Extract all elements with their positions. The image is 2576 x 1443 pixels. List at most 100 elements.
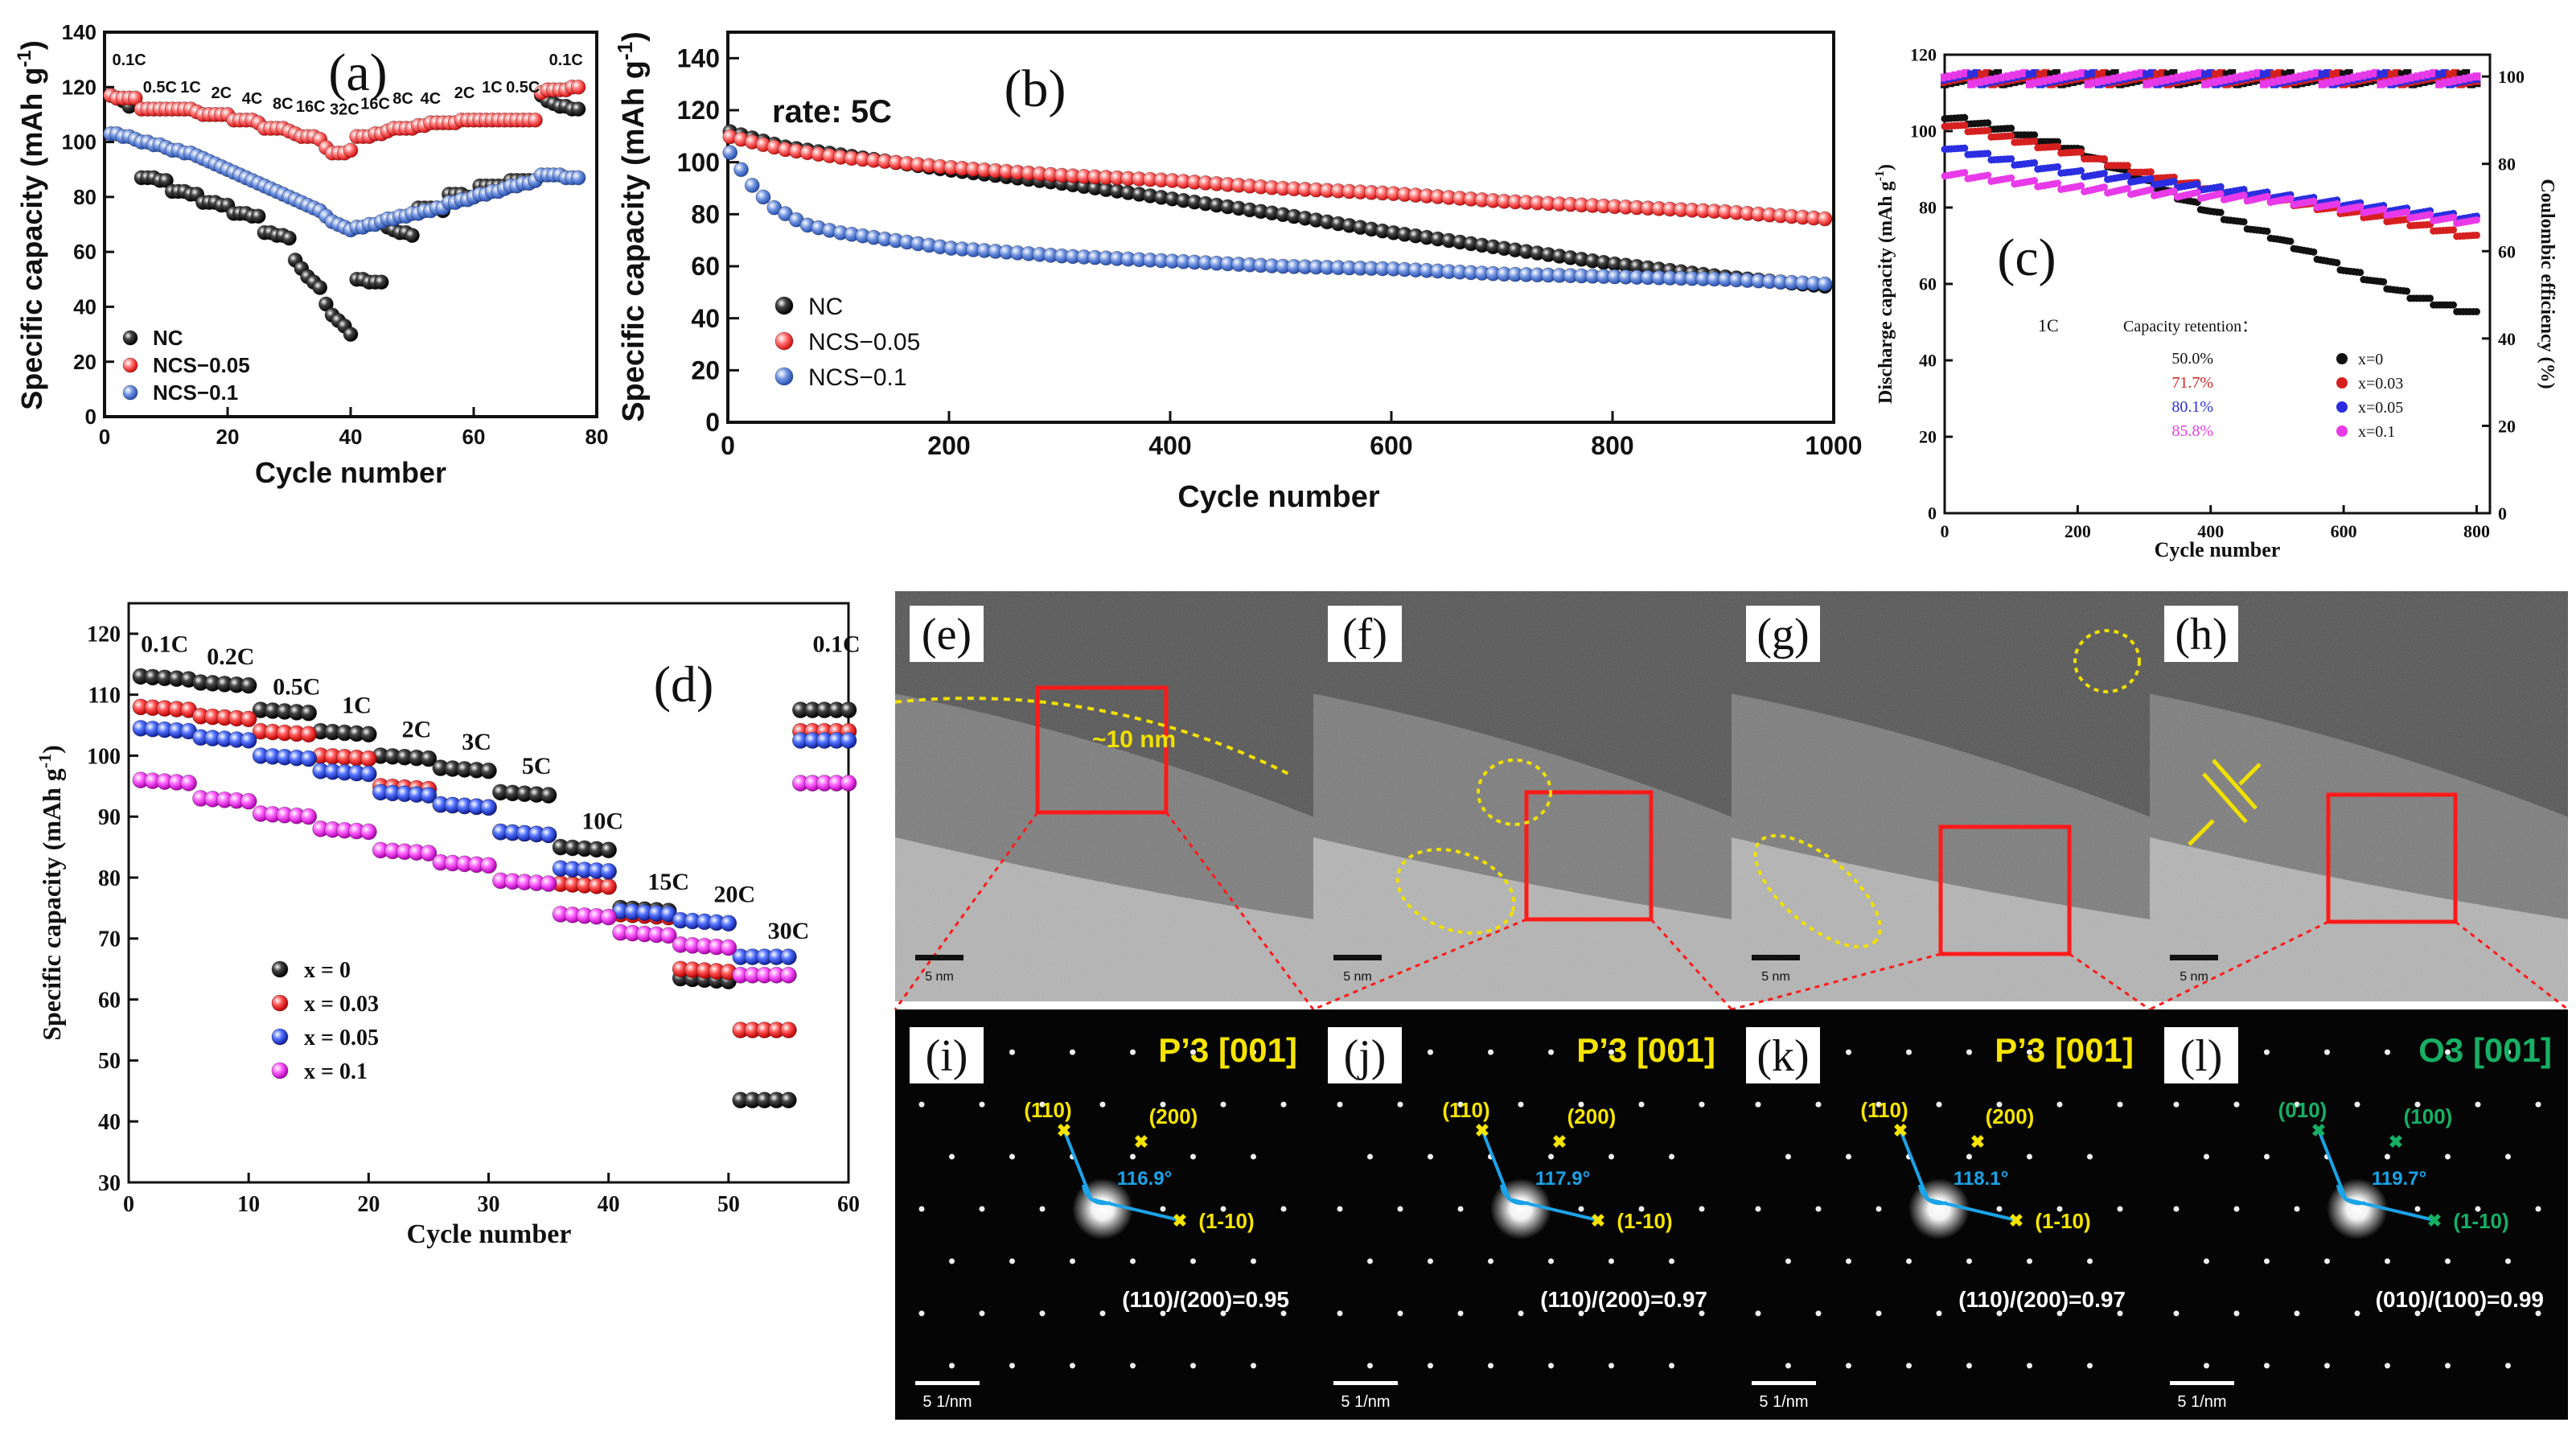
saed-spot <box>1130 1363 1136 1369</box>
panel-c-efficiency-point <box>1978 70 1986 79</box>
saed-spot <box>949 1258 955 1264</box>
tem-label-box <box>910 606 984 662</box>
y-tick-label: 80 <box>98 866 121 891</box>
panel-c-efficiency-point <box>2435 70 2444 79</box>
panel-c-efficiency-point <box>2360 71 2369 80</box>
x-tick-label: 10 <box>237 1192 260 1217</box>
panel-c-efficiency-point <box>2414 72 2422 81</box>
panel-c-point <box>1961 121 1969 130</box>
saed-spot <box>1160 1310 1166 1317</box>
panel-d-point <box>240 792 257 810</box>
panel-c-point <box>2472 216 2480 224</box>
saed-spot <box>2173 1101 2180 1108</box>
panel-b-point <box>733 162 749 178</box>
saed-spot <box>1039 1101 1046 1108</box>
panel-d-legend-marker <box>271 1028 289 1046</box>
panel-a-legend-marker <box>122 384 138 401</box>
panel-d-legend-marker <box>271 1062 289 1079</box>
panel-c-point <box>2356 269 2364 277</box>
tem-scale-bar <box>1752 955 1800 960</box>
saed-spot <box>2505 1363 2511 1369</box>
panel-c-efficiency-point <box>2169 69 2178 78</box>
x-tick-label: 20 <box>357 1192 380 1217</box>
saed-spot <box>1876 1310 1882 1317</box>
panel-c-efficiency-point <box>2153 70 2162 79</box>
panel-c-legend-marker <box>2336 353 2348 364</box>
saed-spot <box>1966 1258 1972 1264</box>
saed-spot <box>1846 1363 1851 1369</box>
panel-d-point <box>300 704 318 722</box>
saed-panel-label: (k) <box>1756 1031 1809 1081</box>
panel-c-retention-list: 50.0% 71.7% 80.1% 85.8% <box>2171 350 2213 440</box>
saed-spot <box>1906 1258 1912 1264</box>
saed-spot <box>1457 1310 1464 1317</box>
panel-c-efficiency-point <box>2121 72 2130 81</box>
panel-c-efficiency-point <box>2462 69 2471 78</box>
saed-spot <box>1669 1363 1674 1369</box>
panel-c-point <box>2170 187 2178 195</box>
panel-c-efficiency-point <box>2169 74 2178 83</box>
saed-spot <box>2087 1153 2093 1160</box>
saed-panel-j: (j) P’3 [001]✖✖✖(110) (200)(1-10)117.9°(11… <box>1313 1009 1732 1420</box>
panel-c-point <box>2333 199 2341 208</box>
saed-spot <box>1755 1310 1761 1317</box>
panel-b-legend-marker <box>774 367 794 386</box>
saed-spot <box>2385 1363 2390 1369</box>
saed-angle-label: 119.7° <box>2372 1168 2426 1190</box>
saed-spot <box>1337 1310 1343 1317</box>
panel-c-efficiency-point <box>2382 79 2391 88</box>
panel-c-point <box>2217 183 2225 191</box>
saed-ratio-label: (010)/(100)=0.99 <box>2376 1287 2544 1312</box>
saed-spot <box>1608 1363 1614 1369</box>
saed-spot <box>2056 1206 2063 1212</box>
saed-spot-label: (010) <box>2278 1098 2327 1122</box>
saed-spot <box>1638 1310 1645 1317</box>
panel-c-point <box>2147 186 2155 194</box>
panel-c-efficiency-point <box>2238 72 2247 81</box>
saed-spot <box>1936 1101 1942 1108</box>
x-tick-label: 800 <box>1591 431 1633 460</box>
tem-label-box <box>1328 606 1402 662</box>
x-tick-label: 600 <box>2331 521 2357 541</box>
panel-c-efficiency-point <box>2244 71 2253 80</box>
x-tick-label: 0 <box>99 425 110 449</box>
saed-spot <box>2204 1153 2209 1160</box>
tem-selection-box <box>2326 792 2458 924</box>
saed-spot-label: (110) <box>1860 1098 1908 1122</box>
saed-indexed-spot: ✖ <box>1970 1132 1985 1152</box>
panel-c-efficiency-point <box>1972 79 1981 88</box>
y-tick-label: 120 <box>62 75 97 99</box>
x-tick-label: 400 <box>2197 521 2224 541</box>
saed-spot <box>1220 1206 1226 1212</box>
panel-c-efficiency-point <box>1978 77 1986 86</box>
saed-spot <box>1160 1101 1166 1108</box>
tem-panel-label: (g) <box>1756 610 1809 660</box>
tem-scale-bar <box>2170 955 2218 960</box>
panel-c-efficiency-point <box>2334 69 2343 78</box>
saed-spot <box>2027 1049 2032 1055</box>
saed-spot <box>2535 1101 2541 1108</box>
panel-c-point <box>2240 185 2248 193</box>
panel-c-point <box>2054 162 2062 171</box>
saed-scale-label: 5 1/nm <box>1759 1393 1808 1411</box>
saed-spot <box>1755 1206 1761 1212</box>
panel-c-efficiency-point <box>2467 73 2475 82</box>
panel-d-point <box>480 799 497 816</box>
y2-tick-label: 40 <box>2498 329 2516 349</box>
saed-panel-k: (k) P’3 [001]✖✖✖(110) (200)(1-10)118.1°(11… <box>1732 1009 2150 1420</box>
saed-spot <box>1280 1310 1287 1317</box>
saed-spot <box>2264 1363 2270 1369</box>
saed-spot <box>2233 1206 2240 1212</box>
panel-d-point <box>240 676 257 694</box>
panel-c-efficiency-point <box>2403 69 2412 78</box>
panel-c-efficiency-point <box>2163 76 2172 84</box>
panel-a-rate-label: 4C <box>242 90 263 108</box>
panel-a-rate-label: 16C <box>296 98 326 116</box>
saed-spot <box>2385 1049 2390 1055</box>
panel-c-point <box>2077 182 2085 190</box>
panel-c-point <box>2031 158 2039 166</box>
panel-c-retention-title: Capacity retention： <box>2123 318 2258 335</box>
panel-c-efficiency-point <box>2180 72 2188 81</box>
panel-c-efficiency-point <box>2259 80 2268 88</box>
saed-phase-label: O3 [001] <box>2418 1031 2552 1069</box>
